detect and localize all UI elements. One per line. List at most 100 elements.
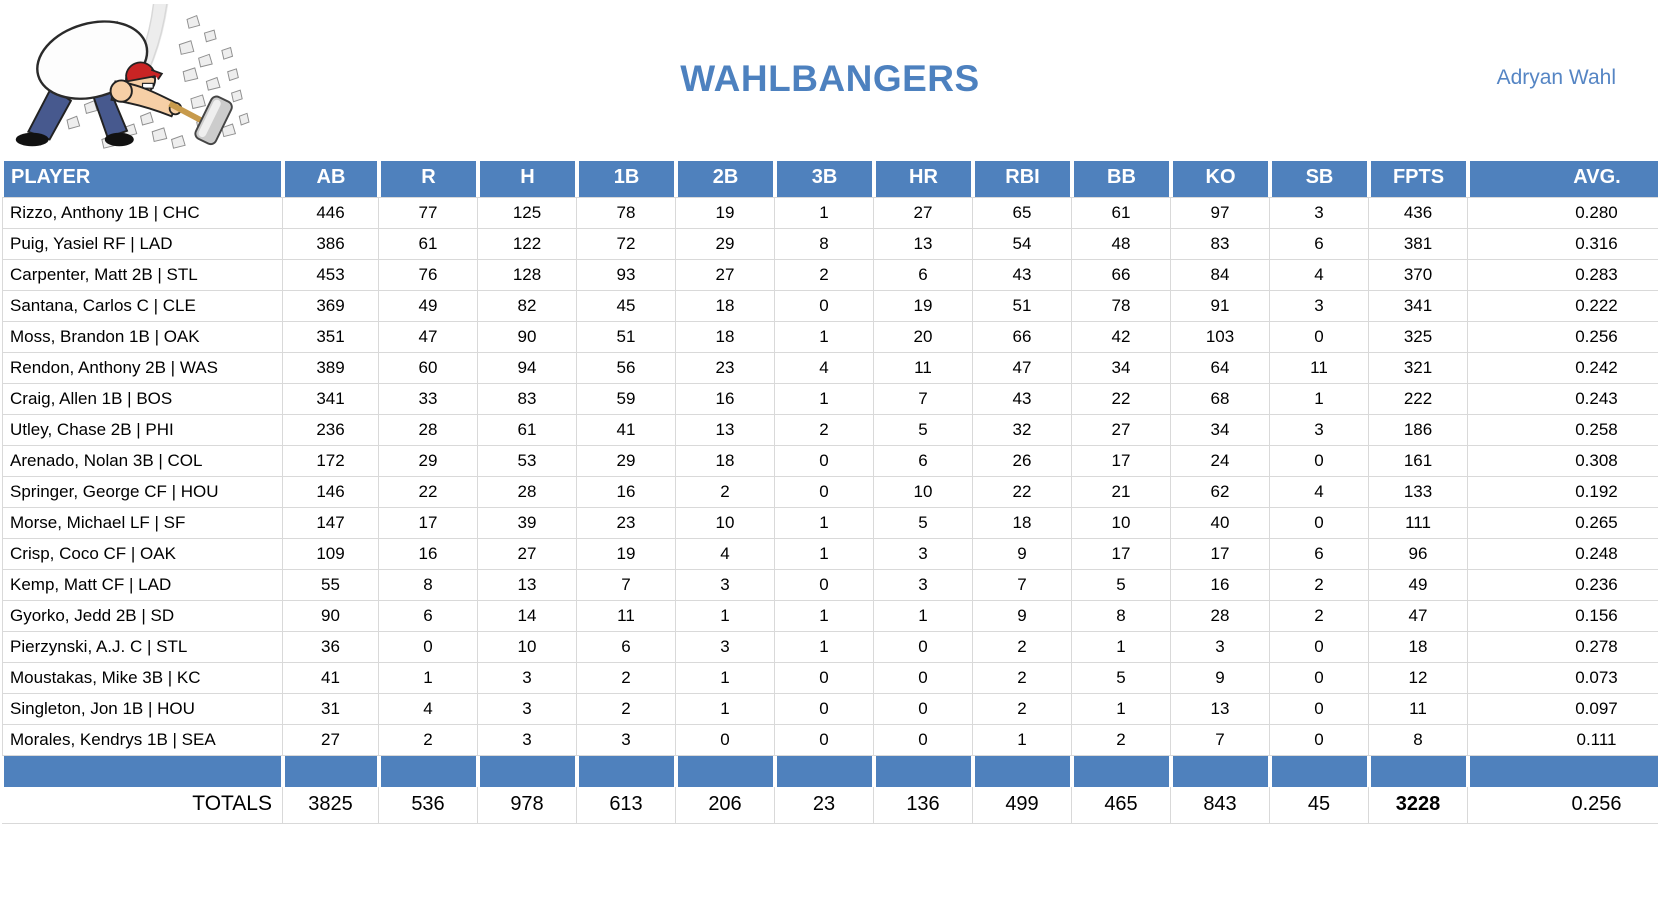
stat-cell: 11 xyxy=(577,601,676,631)
stat-cell: 0 xyxy=(874,694,973,724)
stat-cell: 11 xyxy=(1369,694,1468,724)
stat-cell: 18 xyxy=(1369,632,1468,662)
stat-cell: 0.242 xyxy=(1468,353,1658,383)
stat-cell: 0 xyxy=(1270,663,1369,693)
stat-cell: 3 xyxy=(478,725,577,755)
stat-cell: 17 xyxy=(1171,539,1270,569)
player-name-cell: Moustakas, Mike 3B | KC xyxy=(2,663,283,693)
stat-cell: 3 xyxy=(1270,291,1369,321)
stat-cell: 2 xyxy=(1270,601,1369,631)
stat-cell: 125 xyxy=(478,198,577,228)
stat-cell: 0 xyxy=(775,477,874,507)
stat-cell: 1 xyxy=(775,632,874,662)
stat-cell: 20 xyxy=(874,322,973,352)
stat-cell: 4 xyxy=(676,539,775,569)
total-stat-cell: 0.256 xyxy=(1468,787,1658,823)
stat-cell: 1 xyxy=(1072,694,1171,724)
stat-cell: 2 xyxy=(1072,725,1171,755)
stat-cell: 53 xyxy=(478,446,577,476)
stat-cell: 7 xyxy=(1171,725,1270,755)
stat-cell: 47 xyxy=(1369,601,1468,631)
stat-cell: 8 xyxy=(775,229,874,259)
stat-cell: 3 xyxy=(478,694,577,724)
player-name-cell: Carpenter, Matt 2B | STL xyxy=(2,260,283,290)
stat-cell: 1 xyxy=(973,725,1072,755)
stat-cell: 60 xyxy=(379,353,478,383)
stat-cell: 0.265 xyxy=(1468,508,1658,538)
stat-cell: 41 xyxy=(283,663,379,693)
stat-cell: 27 xyxy=(478,539,577,569)
player-name-cell: Morse, Michael LF | SF xyxy=(2,508,283,538)
player-name-cell: Crisp, Coco CF | OAK xyxy=(2,539,283,569)
stat-cell: 61 xyxy=(1072,198,1171,228)
stat-cell: 122 xyxy=(478,229,577,259)
stat-cell: 51 xyxy=(973,291,1072,321)
stat-cell: 9 xyxy=(973,601,1072,631)
stat-cell: 0 xyxy=(379,632,478,662)
stat-cell: 47 xyxy=(379,322,478,352)
stat-cell: 8 xyxy=(1369,725,1468,755)
stat-cell: 3 xyxy=(874,539,973,569)
stat-cell: 1 xyxy=(775,322,874,352)
stat-cell: 23 xyxy=(577,508,676,538)
total-stat-cell: 843 xyxy=(1171,787,1270,823)
stat-cell: 18 xyxy=(676,322,775,352)
stat-cell: 39 xyxy=(478,508,577,538)
stat-cell: 4 xyxy=(1270,260,1369,290)
stat-cell: 3 xyxy=(1270,415,1369,445)
stat-cell: 0.316 xyxy=(1468,229,1658,259)
team-logo-hammer-man-illustration xyxy=(15,4,250,149)
stat-cell: 96 xyxy=(1369,539,1468,569)
column-header-r: R xyxy=(379,161,478,197)
stat-cell: 446 xyxy=(283,198,379,228)
stat-cell: 17 xyxy=(1072,539,1171,569)
stat-cell: 10 xyxy=(1072,508,1171,538)
stat-cell: 0 xyxy=(775,291,874,321)
stat-cell: 3 xyxy=(1270,198,1369,228)
stat-cell: 0 xyxy=(775,694,874,724)
stat-cell: 5 xyxy=(874,415,973,445)
stat-cell: 62 xyxy=(1171,477,1270,507)
stat-cell: 6 xyxy=(1270,539,1369,569)
table-row: Carpenter, Matt 2B | STL 453 76 128 93 27 2 6 43… xyxy=(2,260,1658,291)
total-stat-cell: 465 xyxy=(1072,787,1171,823)
stat-cell: 0 xyxy=(874,725,973,755)
stat-cell: 3 xyxy=(577,725,676,755)
stat-cell: 49 xyxy=(379,291,478,321)
separator-cell xyxy=(676,756,775,787)
stat-cell: 0 xyxy=(1270,694,1369,724)
stat-cell: 84 xyxy=(1171,260,1270,290)
stat-cell: 128 xyxy=(478,260,577,290)
stat-cell: 97 xyxy=(1171,198,1270,228)
stat-cell: 66 xyxy=(973,322,1072,352)
stat-cell: 78 xyxy=(1072,291,1171,321)
stat-cell: 19 xyxy=(874,291,973,321)
stat-cell: 370 xyxy=(1369,260,1468,290)
column-header-hr: HR xyxy=(874,161,973,197)
stat-cell: 22 xyxy=(973,477,1072,507)
column-header-h: H xyxy=(478,161,577,197)
stat-cell: 2 xyxy=(379,725,478,755)
stat-cell: 59 xyxy=(577,384,676,414)
column-header-rbi: RBI xyxy=(973,161,1072,197)
stat-cell: 9 xyxy=(973,539,1072,569)
totals-row: TOTALS 3825 536 978 613 206 23 136 499 465 843 45 32… xyxy=(2,787,1658,824)
stat-cell: 0.283 xyxy=(1468,260,1658,290)
stat-cell: 0.156 xyxy=(1468,601,1658,631)
player-name-cell: Santana, Carlos C | CLE xyxy=(2,291,283,321)
stat-cell: 6 xyxy=(874,446,973,476)
stat-cell: 1 xyxy=(676,601,775,631)
stat-cell: 45 xyxy=(577,291,676,321)
stat-cell: 19 xyxy=(676,198,775,228)
column-header-bb: BB xyxy=(1072,161,1171,197)
separator-cell xyxy=(577,756,676,787)
total-stat-cell: 45 xyxy=(1270,787,1369,823)
separator-cell xyxy=(1270,756,1369,787)
stat-cell: 65 xyxy=(973,198,1072,228)
stat-cell: 34 xyxy=(1072,353,1171,383)
separator-cell xyxy=(1468,756,1658,787)
separator-cell xyxy=(775,756,874,787)
stat-cell: 17 xyxy=(1072,446,1171,476)
total-stat-cell: 3825 xyxy=(283,787,379,823)
stat-cell: 321 xyxy=(1369,353,1468,383)
